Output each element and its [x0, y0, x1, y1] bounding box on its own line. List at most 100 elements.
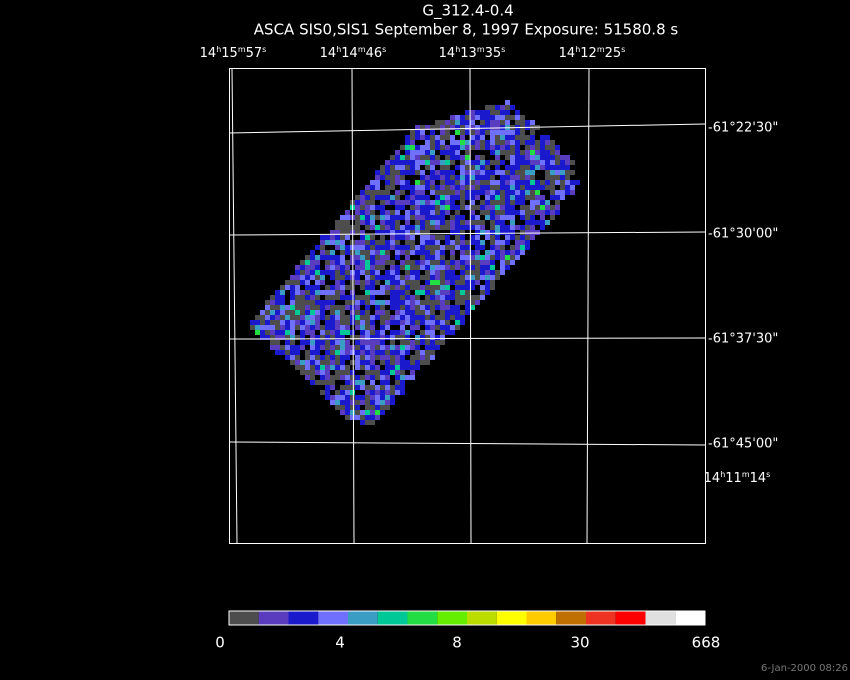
image-pixel: [520, 135, 525, 140]
image-pixel: [365, 190, 370, 195]
image-pixel: [365, 330, 370, 335]
image-pixel: [425, 210, 430, 215]
image-pixel: [275, 320, 280, 325]
image-pixel: [490, 240, 495, 245]
image-pixel: [345, 210, 350, 215]
image-pixel: [405, 170, 410, 175]
image-pixel: [375, 290, 380, 295]
image-pixel: [445, 230, 450, 235]
image-pixel: [470, 135, 475, 140]
image-pixel: [450, 190, 455, 195]
image-pixel: [510, 175, 515, 180]
image-pixel: [330, 330, 335, 335]
image-pixel: [455, 210, 460, 215]
image-pixel: [335, 325, 340, 330]
image-pixel: [345, 270, 350, 275]
image-pixel: [400, 315, 405, 320]
image-pixel: [310, 375, 315, 380]
image-pixel: [485, 230, 490, 235]
image-pixel: [350, 360, 355, 365]
image-pixel: [410, 220, 415, 225]
image-pixel: [520, 145, 525, 150]
image-pixel: [370, 180, 375, 185]
image-pixel: [390, 370, 395, 375]
image-pixel: [470, 205, 475, 210]
image-pixel: [545, 155, 550, 160]
image-pixel: [370, 420, 375, 425]
image-pixel: [475, 260, 480, 265]
image-pixel: [395, 190, 400, 195]
image-pixel: [500, 110, 505, 115]
image-pixel: [345, 305, 350, 310]
image-pixel: [295, 285, 300, 290]
image-pixel: [435, 180, 440, 185]
image-pixel: [310, 265, 315, 270]
image-pixel: [410, 240, 415, 245]
image-pixel: [295, 330, 300, 335]
image-pixel: [470, 150, 475, 155]
image-pixel: [445, 295, 450, 300]
image-pixel: [360, 220, 365, 225]
image-pixel: [455, 240, 460, 245]
image-pixel: [480, 155, 485, 160]
image-pixel: [360, 325, 365, 330]
ra-label-part: s: [766, 470, 770, 479]
image-pixel: [360, 365, 365, 370]
image-pixel: [395, 375, 400, 380]
image-pixel: [365, 405, 370, 410]
image-pixel: [425, 265, 430, 270]
image-pixel: [370, 270, 375, 275]
image-pixel: [440, 280, 445, 285]
image-pixel: [480, 130, 485, 135]
image-pixel: [485, 255, 490, 260]
image-pixel: [270, 330, 275, 335]
image-pixel: [450, 140, 455, 145]
image-pixel: [365, 335, 370, 340]
image-pixel: [395, 270, 400, 275]
image-pixel: [360, 225, 365, 230]
image-pixel: [440, 300, 445, 305]
image-pixel: [315, 260, 320, 265]
image-pixel: [315, 325, 320, 330]
image-pixel: [295, 280, 300, 285]
image-pixel: [415, 350, 420, 355]
image-pixel: [340, 300, 345, 305]
image-pixel: [530, 185, 535, 190]
image-pixel: [565, 185, 570, 190]
image-pixel: [375, 185, 380, 190]
image-pixel: [335, 400, 340, 405]
image-pixel: [490, 255, 495, 260]
image-pixel: [445, 315, 450, 320]
image-pixel: [385, 380, 390, 385]
image-pixel: [405, 340, 410, 345]
image-pixel: [445, 215, 450, 220]
image-pixel: [510, 215, 515, 220]
image-pixel: [365, 295, 370, 300]
image-pixel: [525, 185, 530, 190]
image-pixel: [375, 230, 380, 235]
image-pixel: [495, 245, 500, 250]
image-pixel: [315, 370, 320, 375]
image-pixel: [325, 315, 330, 320]
image-pixel: [450, 120, 455, 125]
image-pixel: [475, 245, 480, 250]
image-pixel: [425, 250, 430, 255]
image-pixel: [560, 180, 565, 185]
image-pixel: [470, 140, 475, 145]
image-pixel: [375, 370, 380, 375]
image-pixel: [345, 330, 350, 335]
image-pixel: [405, 355, 410, 360]
image-pixel: [315, 380, 320, 385]
image-pixel: [495, 275, 500, 280]
image-pixel: [400, 145, 405, 150]
image-pixel: [365, 350, 370, 355]
image-pixel: [460, 265, 465, 270]
image-pixel: [365, 280, 370, 285]
image-pixel: [285, 315, 290, 320]
image-pixel: [325, 310, 330, 315]
image-pixel: [400, 185, 405, 190]
image-pixel: [470, 115, 475, 120]
image-pixel: [305, 270, 310, 275]
image-pixel: [405, 220, 410, 225]
image-pixel: [440, 150, 445, 155]
